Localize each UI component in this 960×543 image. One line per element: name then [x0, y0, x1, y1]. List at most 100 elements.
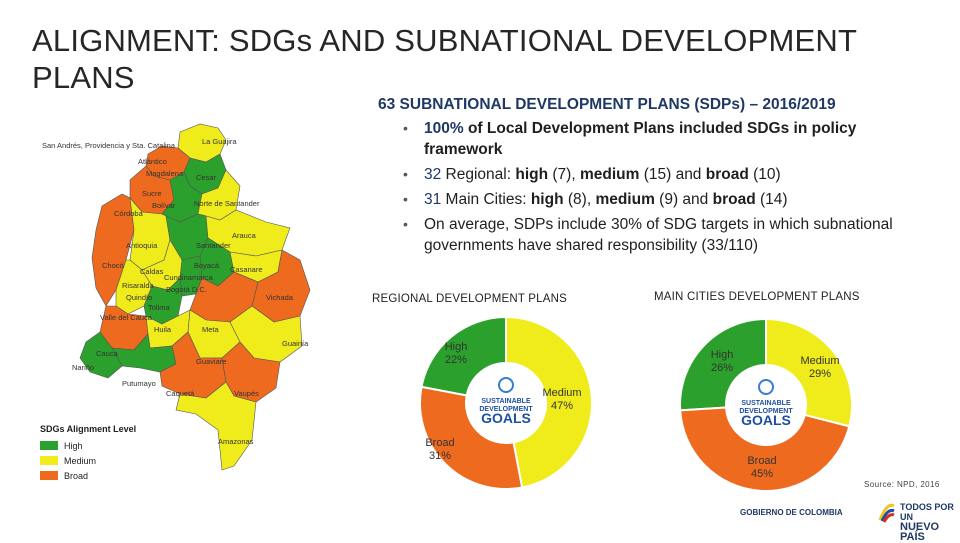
donut-slice-high — [680, 318, 767, 412]
map-legend: SDGs Alignment Level High Medium Broad — [40, 424, 136, 485]
legend-title: SDGs Alignment Level — [40, 424, 137, 434]
map-label: Guaviare — [196, 357, 226, 366]
donut-slice-broad — [419, 385, 524, 490]
map-label: Huila — [154, 325, 172, 334]
bullet-text: Main Cities: — [441, 191, 531, 208]
source-note: Source: NPD, 2016 — [864, 480, 940, 489]
donut-data-label: Medium 47% — [542, 387, 581, 412]
bullet-text: (10) — [748, 166, 781, 183]
legend-swatch — [40, 456, 58, 465]
bullet-item: 100% of Local Development Plans included… — [393, 118, 938, 160]
map-label: Casanare — [230, 265, 263, 274]
map-label: Cauca — [96, 349, 119, 358]
map-label: Cesar — [196, 173, 217, 182]
legend-item: Broad — [40, 470, 136, 481]
bullet-item: 31 Main Cities: high (8), medium (9) and… — [393, 189, 938, 210]
map-label: Sucre — [142, 189, 162, 198]
slide-title: ALIGNMENT: SDGs AND SUBNATIONAL DEVELOPM… — [32, 23, 857, 95]
bullet-item: 32 Regional: high (7), medium (15) and b… — [393, 164, 938, 185]
government-logo: GOBIERNO DE COLOMBIA — [740, 508, 843, 517]
map-label: Boyacá — [194, 261, 220, 270]
regional-donut-chart: High 22% Medium 47% Broad 31% SUSTAINABLEDEVEL… — [419, 316, 593, 490]
map-label: Nariño — [72, 363, 94, 372]
sdg-logo-text: DEVELOPMENT — [739, 408, 793, 415]
bullet-text: Regional: — [441, 166, 516, 183]
donut-data-label: Broad 45% — [747, 455, 776, 480]
globe-icon — [758, 379, 774, 395]
map-label: Atlántico — [138, 157, 167, 166]
map-label: Bolívar — [152, 201, 176, 210]
map-label: Guainía — [282, 339, 309, 348]
cities-chart-title: MAIN CITIES DEVELOPMENT PLANS — [654, 291, 860, 303]
map-region — [79, 331, 123, 379]
slogan-line: NUEVO PAÍS — [900, 521, 940, 543]
map-label: Caldas — [140, 267, 164, 276]
legend-label: Broad — [64, 470, 89, 481]
colombia-map: San Andrés, Providencia y Sta. Catalina … — [42, 123, 311, 471]
map-label: Putumayo — [122, 379, 156, 388]
bullet-text: (15) and — [639, 166, 706, 183]
map-label: Meta — [202, 325, 220, 334]
bullet-item: On average, SDPs include 30% of SDG targ… — [393, 214, 938, 256]
legend-swatch — [40, 441, 58, 450]
map-label: Antioquia — [126, 241, 158, 250]
bullet-text: (9) and — [654, 191, 713, 208]
bullet-number: 32 — [424, 166, 442, 183]
slide-subtitle: 63 SUBNATIONAL DEVELOPMENT PLANS (SDPs) … — [378, 96, 836, 113]
sdg-logo-text: SUSTAINABLE — [741, 400, 791, 407]
bullet-text: high — [530, 191, 564, 208]
map-label: San Andrés, Providencia y Sta. Catalina — [42, 141, 176, 150]
map-label: Bogotá D.C. — [166, 285, 207, 294]
map-label: Quindío — [126, 293, 152, 302]
map-label: Valle del Cauca — [100, 313, 153, 322]
bullet-text: (14) — [755, 191, 788, 208]
map-region — [175, 381, 257, 471]
sdg-logo-text: SUSTAINABLE — [481, 398, 531, 405]
globe-icon — [498, 377, 514, 393]
legend-item: Medium — [40, 455, 136, 466]
bullet-text: broad — [705, 166, 749, 183]
legend-swatch — [40, 471, 58, 480]
colombia-flag-icon — [878, 503, 895, 523]
donut-data-label: High 26% — [711, 349, 734, 374]
donut-data-label: High 22% — [445, 341, 468, 366]
bullet-number: 100% — [424, 120, 464, 137]
donut-data-label: Medium 29% — [800, 355, 839, 380]
bullet-text: On average, SDPs include 30% of SDG targ… — [424, 216, 893, 254]
regional-chart-title: REGIONAL DEVELOPMENT PLANS — [372, 293, 568, 305]
donut-data-label: Broad 31% — [425, 437, 454, 462]
sdg-logo-text: DEVELOPMENT — [479, 406, 533, 413]
map-label: La Guajira — [202, 137, 237, 146]
map-label: Tolima — [148, 303, 171, 312]
slogan-logo: TODOS POR UN NUEVO PAÍS — [900, 502, 960, 543]
map-label: Norte de Santander — [194, 199, 260, 208]
bullet-text: of Local Development Plans included SDGs… — [424, 120, 857, 158]
cities-donut-chart: High 26% Medium 29% Broad 45% SUSTAINABLEDEVEL… — [680, 318, 853, 492]
bullet-text: (7), — [548, 166, 580, 183]
map-label: Magdalena — [146, 169, 184, 178]
legend-label: Medium — [64, 455, 97, 466]
map-label: Vaupés — [234, 389, 259, 398]
donut-slice-medium — [505, 316, 593, 489]
map-label: Santander — [196, 241, 231, 250]
map-label: Risaralda — [122, 281, 155, 290]
sdg-logo-text: GOALS — [741, 412, 791, 428]
bullet-text: medium — [579, 166, 640, 183]
bullet-text: broad — [712, 191, 756, 208]
bullet-text: medium — [595, 191, 655, 208]
legend-item: High — [40, 440, 136, 451]
donut-slice-medium — [765, 318, 853, 428]
map-label: Amazonas — [218, 437, 254, 446]
bullet-list: 100% of Local Development Plans included… — [393, 118, 938, 260]
legend-label: High — [64, 440, 83, 451]
bullet-text: (8), — [563, 191, 596, 208]
map-label: Chocó — [102, 261, 124, 270]
bullet-text: high — [515, 166, 549, 183]
map-label: Vichada — [266, 293, 294, 302]
map-label: Arauca — [232, 231, 257, 240]
bullet-number: 31 — [424, 191, 442, 208]
map-label: Cundinamarca — [164, 273, 214, 282]
map-label: Caquetá — [166, 389, 195, 398]
